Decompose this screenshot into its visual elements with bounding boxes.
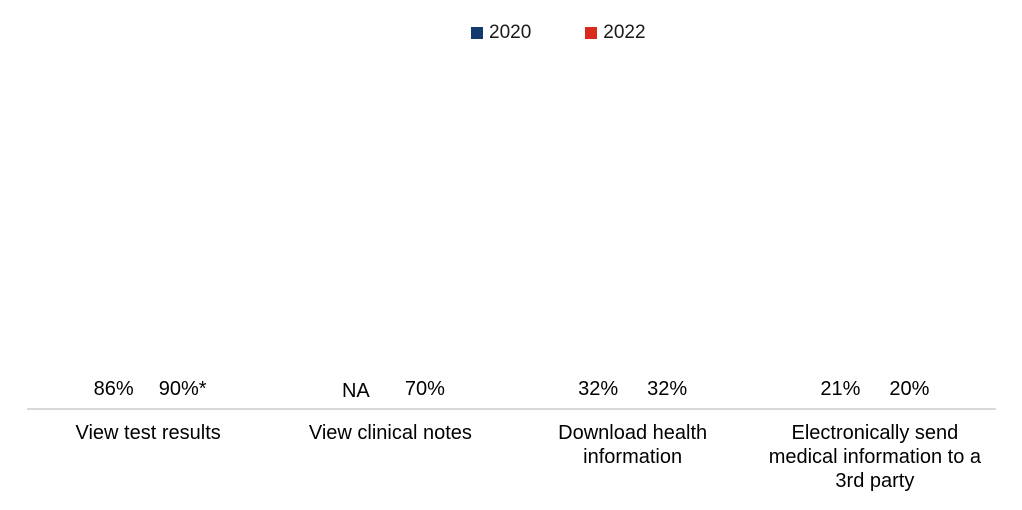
legend-item-2022: 2022 (585, 22, 646, 43)
x-axis-line (27, 408, 996, 410)
bar-slot: 32% (571, 379, 626, 408)
bar-group: 21% 20% (754, 61, 996, 408)
value-label: 20% (889, 378, 930, 400)
bar-group: 86% 90%* (27, 61, 269, 408)
category-label: View test results (75, 422, 221, 444)
value-label: 86% (93, 378, 134, 400)
legend-swatch-2022 (585, 26, 598, 39)
chart-legend: 2020 2022 (471, 22, 646, 43)
bar-slot: 32% (640, 379, 695, 408)
category-label: Download health information (558, 422, 708, 468)
value-label: 21% (820, 378, 861, 400)
bar-slot: 21% (813, 379, 868, 408)
bar-group: NA 70% (269, 61, 511, 408)
category-label: Electronically send medical information … (768, 422, 982, 492)
legend-label-2020: 2020 (489, 22, 532, 43)
bar-group: 32% 32% (512, 61, 754, 408)
bar-slot: NA (328, 381, 383, 408)
legend-label-2022: 2022 (603, 22, 646, 43)
bar-slot: 70% (397, 379, 452, 408)
value-label: 90%* (158, 378, 207, 400)
bar-slot: 90%* (155, 379, 210, 408)
bar-slot: 20% (882, 379, 937, 408)
value-label: 32% (578, 378, 619, 400)
legend-swatch-2020 (471, 26, 483, 39)
bar-slot: 86% (86, 379, 141, 408)
value-label: 70% (404, 378, 445, 400)
category-labels: View test results View clinical notes Down… (27, 421, 996, 493)
value-label: 32% (647, 378, 688, 400)
category-label: View clinical notes (308, 422, 472, 444)
plot-area: 86% 90%* NA 70% 32% 32% 21% 20% (27, 61, 996, 408)
value-label: NA (341, 380, 370, 402)
legend-item-2020: 2020 (471, 22, 531, 43)
